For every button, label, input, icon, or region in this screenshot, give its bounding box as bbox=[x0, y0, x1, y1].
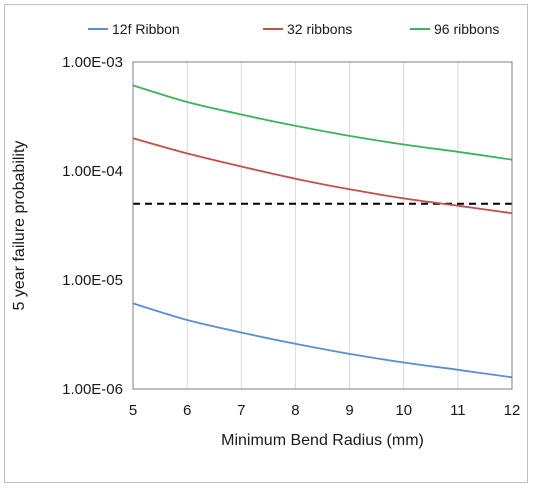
x-tick-label: 6 bbox=[183, 402, 191, 419]
y-tick-label: 1.00E-05 bbox=[62, 272, 123, 289]
chart-frame bbox=[4, 4, 528, 483]
legend: 12f Ribbon 32 ribbons 96 ribbons bbox=[88, 21, 499, 37]
x-tick-label: 5 bbox=[129, 402, 137, 419]
x-tick-label: 11 bbox=[450, 402, 466, 419]
legend-label-96-ribbons: 96 ribbons bbox=[434, 21, 499, 37]
y-tick-labels: 1.00E-06 1.00E-05 1.00E-04 1.00E-03 bbox=[62, 54, 123, 398]
y-axis-title: 5 year failure probability bbox=[11, 141, 28, 311]
series-line-12f-ribbon bbox=[132, 302, 513, 379]
y-tick-label: 1.00E-03 bbox=[62, 54, 123, 71]
legend-label-32-ribbons: 32 ribbons bbox=[287, 21, 352, 37]
series-line-96-ribbons bbox=[132, 84, 513, 161]
series-group bbox=[132, 84, 513, 379]
y-tick-label: 1.00E-06 bbox=[62, 381, 123, 398]
x-axis-title: Minimum Bend Radius (mm) bbox=[221, 432, 424, 449]
x-tick-labels: 5 6 7 8 9 10 11 12 bbox=[129, 402, 521, 419]
x-tick-label: 12 bbox=[504, 402, 521, 419]
x-tick-label: 10 bbox=[395, 402, 412, 419]
plot-area-border bbox=[132, 61, 513, 390]
legend-label-12f-ribbon: 12f Ribbon bbox=[112, 21, 180, 37]
x-tick-label: 9 bbox=[345, 402, 353, 419]
x-tick-label: 7 bbox=[237, 402, 245, 419]
grid-lines bbox=[186, 62, 459, 389]
series-line-32-ribbons bbox=[132, 137, 513, 215]
x-tick-label: 8 bbox=[291, 402, 299, 419]
y-tick-label: 1.00E-04 bbox=[62, 163, 123, 180]
